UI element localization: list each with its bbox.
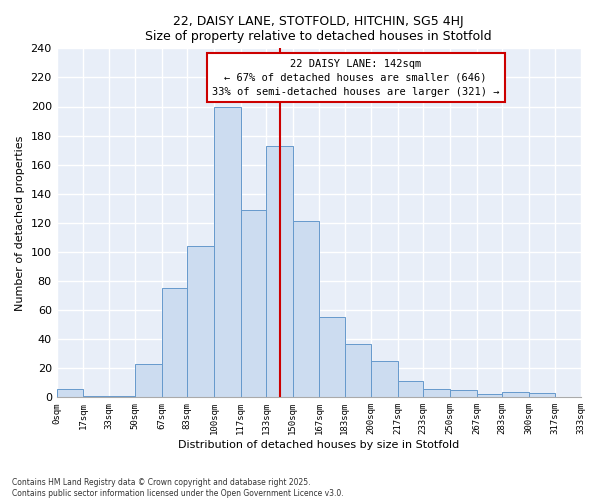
Bar <box>266 146 293 398</box>
Bar <box>241 210 266 398</box>
Bar <box>450 390 476 398</box>
Bar <box>398 382 423 398</box>
Bar <box>319 318 344 398</box>
Bar <box>293 222 319 398</box>
Bar <box>502 392 529 398</box>
Bar <box>423 388 450 398</box>
Bar <box>83 396 109 398</box>
Bar <box>162 288 187 398</box>
Bar <box>109 396 136 398</box>
Bar <box>187 246 214 398</box>
Y-axis label: Number of detached properties: Number of detached properties <box>15 135 25 310</box>
Title: 22, DAISY LANE, STOTFOLD, HITCHIN, SG5 4HJ
Size of property relative to detached: 22, DAISY LANE, STOTFOLD, HITCHIN, SG5 4… <box>145 15 492 43</box>
Bar <box>371 361 398 398</box>
X-axis label: Distribution of detached houses by size in Stotfold: Distribution of detached houses by size … <box>178 440 459 450</box>
Text: Contains HM Land Registry data © Crown copyright and database right 2025.
Contai: Contains HM Land Registry data © Crown c… <box>12 478 344 498</box>
Bar <box>529 393 556 398</box>
Bar <box>214 106 241 398</box>
Text: 22 DAISY LANE: 142sqm
← 67% of detached houses are smaller (646)
33% of semi-det: 22 DAISY LANE: 142sqm ← 67% of detached … <box>212 58 499 96</box>
Bar <box>56 388 83 398</box>
Bar <box>476 394 502 398</box>
Bar <box>344 344 371 398</box>
Bar <box>136 364 162 398</box>
